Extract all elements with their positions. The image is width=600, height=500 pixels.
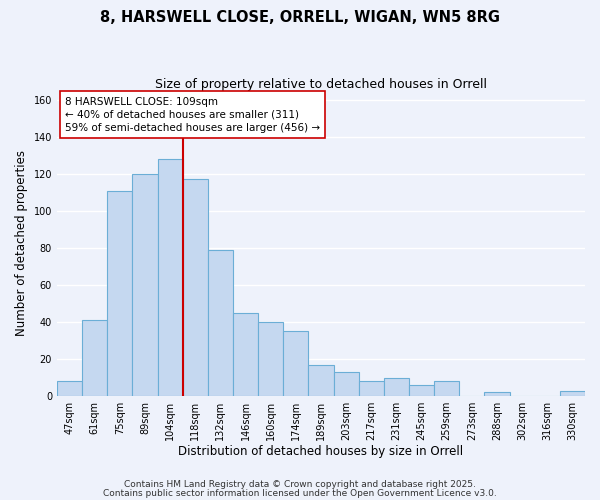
Bar: [133, 174, 158, 396]
Bar: [233, 313, 258, 396]
X-axis label: Distribution of detached houses by size in Orrell: Distribution of detached houses by size …: [178, 444, 464, 458]
Title: Size of property relative to detached houses in Orrell: Size of property relative to detached ho…: [155, 78, 487, 90]
Bar: [359, 382, 384, 396]
Y-axis label: Number of detached properties: Number of detached properties: [15, 150, 28, 336]
Text: 8, HARSWELL CLOSE, ORRELL, WIGAN, WN5 8RG: 8, HARSWELL CLOSE, ORRELL, WIGAN, WN5 8R…: [100, 10, 500, 25]
Bar: [334, 372, 359, 396]
Bar: [409, 385, 434, 396]
Bar: [57, 382, 82, 396]
Bar: [384, 378, 409, 396]
Bar: [258, 322, 283, 396]
Bar: [208, 250, 233, 396]
Bar: [82, 320, 107, 396]
Bar: [283, 332, 308, 396]
Bar: [182, 180, 208, 396]
Bar: [107, 190, 133, 396]
Bar: [158, 159, 182, 396]
Bar: [484, 392, 509, 396]
Text: 8 HARSWELL CLOSE: 109sqm
← 40% of detached houses are smaller (311)
59% of semi-: 8 HARSWELL CLOSE: 109sqm ← 40% of detach…: [65, 96, 320, 133]
Text: Contains HM Land Registry data © Crown copyright and database right 2025.: Contains HM Land Registry data © Crown c…: [124, 480, 476, 489]
Bar: [308, 364, 334, 396]
Text: Contains public sector information licensed under the Open Government Licence v3: Contains public sector information licen…: [103, 488, 497, 498]
Bar: [434, 382, 459, 396]
Bar: [560, 390, 585, 396]
